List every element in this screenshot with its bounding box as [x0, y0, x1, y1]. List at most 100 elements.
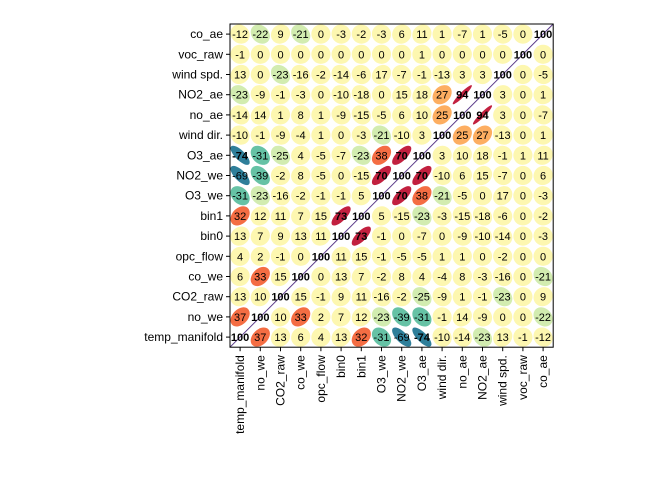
- correlation-value-label: 13: [335, 332, 347, 344]
- correlation-value-label: 33: [295, 312, 307, 324]
- correlation-ellipse: [270, 165, 291, 186]
- correlation-value-label: 0: [459, 49, 465, 61]
- correlation-ellipse: [351, 226, 371, 246]
- correlation-value-label: 0: [520, 90, 526, 102]
- correlation-value-label: 0: [439, 231, 445, 243]
- correlation-ellipse: [270, 206, 291, 226]
- correlation-value-label: -31: [232, 191, 248, 203]
- row-label: wind dir.: [178, 128, 223, 142]
- row-label: O3_ae: [187, 148, 223, 162]
- correlation-value-label: -9: [255, 90, 265, 102]
- correlation-value-label: 14: [254, 110, 266, 122]
- correlation-value-label: 0: [500, 312, 506, 324]
- correlation-value-label: -7: [397, 70, 407, 82]
- correlation-ellipse: [533, 287, 553, 307]
- correlation-ellipse: [472, 44, 493, 64]
- correlation-value-label: -14: [495, 231, 511, 243]
- correlation-value-label: 11: [537, 150, 548, 162]
- correlation-ellipse: [452, 307, 472, 327]
- correlation-value-label: -14: [454, 332, 470, 344]
- correlation-ellipse: [452, 24, 472, 44]
- correlation-ellipse: [392, 105, 412, 125]
- correlation-ellipse: [331, 85, 351, 105]
- correlation-ellipse: [472, 307, 493, 327]
- correlation-ellipse: [311, 186, 331, 206]
- correlation-value-label: -7: [498, 171, 508, 183]
- correlation-ellipse: [432, 226, 452, 246]
- correlation-value-label: -7: [457, 29, 467, 41]
- correlation-ellipse: [291, 145, 311, 165]
- correlation-value-label: -16: [293, 70, 309, 82]
- correlation-value-label: -5: [417, 251, 427, 263]
- correlation-value-label: -9: [457, 231, 467, 243]
- correlation-value-label: -69: [394, 332, 410, 344]
- correlation-value-label: 100: [292, 272, 310, 284]
- correlation-ellipse: [472, 287, 493, 307]
- column-label: O3_ae: [415, 355, 429, 391]
- correlation-value-label: -2: [538, 211, 548, 223]
- correlation-value-label: -6: [356, 70, 366, 82]
- correlation-ellipse: [311, 307, 331, 327]
- correlation-ellipse: [371, 145, 392, 165]
- correlation-value-label: 1: [479, 29, 485, 41]
- correlation-ellipse: [250, 226, 270, 246]
- correlation-value-label: 0: [277, 49, 283, 61]
- correlation-value-label: 37: [254, 332, 266, 344]
- correlation-ellipse: [533, 226, 553, 246]
- correlation-ellipse: [513, 226, 533, 246]
- correlation-ellipse: [230, 266, 250, 287]
- correlation-ellipse: [392, 266, 412, 287]
- cell-layer: [230, 24, 553, 347]
- correlation-value-label: 94: [476, 110, 489, 122]
- correlation-ellipse: [493, 105, 513, 125]
- correlation-ellipse: [311, 206, 331, 226]
- correlation-value-label: 0: [520, 312, 526, 324]
- correlation-ellipse: [493, 24, 513, 44]
- correlation-ellipse: [472, 24, 493, 44]
- correlation-value-label: -13: [434, 70, 450, 82]
- correlation-ellipse: [291, 24, 311, 44]
- correlation-ellipse: [513, 206, 533, 226]
- correlation-ellipse: [452, 125, 472, 145]
- correlation-ellipse: [351, 186, 371, 206]
- correlation-ellipse: [270, 24, 291, 44]
- correlation-ellipse: [250, 64, 270, 85]
- correlation-ellipse: [412, 64, 432, 85]
- correlation-ellipse: [513, 246, 533, 266]
- correlation-ellipse: [291, 307, 311, 327]
- correlation-ellipse: [291, 85, 311, 105]
- correlation-ellipse: [533, 246, 553, 266]
- correlation-ellipse: [533, 145, 553, 165]
- correlation-ellipse: [270, 186, 291, 206]
- row-label: temp_manifold: [144, 330, 223, 344]
- correlation-value-label: 0: [298, 251, 304, 263]
- correlation-ellipse: [250, 246, 270, 266]
- correlation-value-label: -1: [316, 191, 326, 203]
- correlation-ellipse: [311, 85, 331, 105]
- correlation-value-label: -23: [273, 70, 289, 82]
- correlation-value-label: -69: [232, 171, 248, 183]
- correlation-value-label: -39: [252, 171, 268, 183]
- correlation-value-label: -10: [333, 90, 349, 102]
- correlation-value-label: -1: [377, 251, 387, 263]
- correlation-value-label: -5: [498, 29, 508, 41]
- correlation-value-label: 100: [453, 110, 471, 122]
- correlation-ellipse: [392, 226, 412, 246]
- correlation-value-label: -14: [232, 110, 248, 122]
- correlation-ellipse: [392, 246, 412, 266]
- row-label: co_we: [188, 270, 223, 284]
- correlation-value-label: 37: [234, 312, 246, 324]
- correlation-value-label: 0: [378, 49, 384, 61]
- correlation-ellipse: [250, 44, 270, 64]
- correlation-value-label: 0: [257, 70, 263, 82]
- correlation-ellipse: [452, 44, 472, 64]
- correlation-ellipse: [351, 165, 371, 186]
- correlation-ellipse: [291, 105, 311, 125]
- correlation-value-label: -2: [377, 272, 387, 284]
- correlation-value-label: 6: [298, 332, 304, 344]
- correlation-value-label: 11: [275, 211, 286, 223]
- correlation-value-label: -10: [475, 231, 491, 243]
- correlation-value-label: 0: [520, 191, 526, 203]
- correlation-value-label: 9: [540, 292, 546, 304]
- correlation-ellipse: [472, 266, 493, 287]
